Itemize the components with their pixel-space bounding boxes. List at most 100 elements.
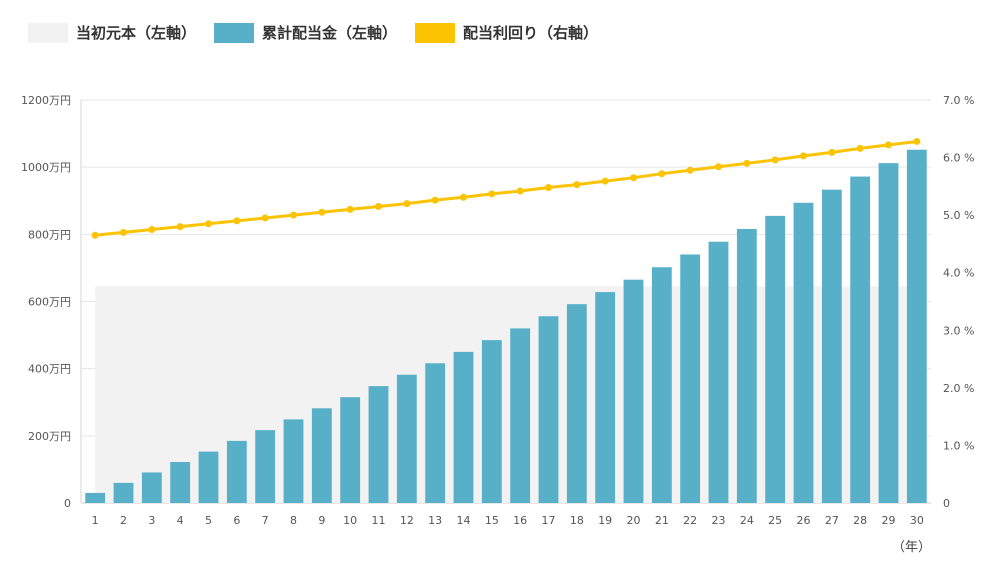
y-left-tick-label: 400万円 bbox=[28, 363, 71, 376]
dividend-bar bbox=[226, 440, 247, 503]
legend-label-dividend-yield: 配当利回り（右軸） bbox=[463, 24, 599, 42]
chart-legend: 当初元本（左軸） 累計配当金（左軸） 配当利回り（右軸） bbox=[28, 22, 598, 43]
yield-line bbox=[95, 139, 918, 237]
x-tick-label: 15 bbox=[485, 514, 499, 527]
dividend-bar bbox=[765, 215, 786, 504]
dividend-bar bbox=[906, 149, 927, 503]
yield-point bbox=[545, 184, 552, 192]
dividend-bar-layer bbox=[85, 149, 927, 504]
x-tick-label: 13 bbox=[428, 514, 442, 527]
y-right-tick-label: 2.0 % bbox=[943, 382, 974, 395]
yield-point bbox=[885, 141, 892, 149]
axis-layer: 0 200万円 400万円 600万円 800万円 1000万円 1200万円 0 1.0 % 2… bbox=[21, 94, 974, 555]
x-tick-label: 2 bbox=[120, 514, 127, 527]
yield-point bbox=[573, 181, 581, 189]
yield-point bbox=[290, 211, 297, 219]
x-tick-label: 6 bbox=[233, 514, 240, 527]
dividend-bar bbox=[566, 304, 587, 503]
x-tick-label: 10 bbox=[343, 514, 357, 527]
y-left-tick-label: 800万円 bbox=[28, 228, 71, 241]
legend-item-initial-principal[interactable]: 当初元本（左軸） bbox=[28, 22, 196, 43]
dividend-bar bbox=[425, 363, 446, 503]
yield-point bbox=[658, 170, 666, 178]
x-tick-label: 30 bbox=[910, 514, 924, 527]
yield-point bbox=[630, 174, 637, 182]
x-tick-label: 4 bbox=[177, 514, 184, 527]
x-tick-label: 19 bbox=[598, 514, 612, 527]
yield-point bbox=[856, 144, 864, 152]
yield-point bbox=[346, 205, 354, 213]
y-left-tick-label: 0 bbox=[64, 497, 71, 510]
x-tick-label: 5 bbox=[205, 514, 212, 527]
yield-point bbox=[913, 137, 921, 145]
y-right-tick-label: 6.0 % bbox=[943, 152, 974, 165]
legend-item-dividend-yield[interactable]: 配当利回り（右軸） bbox=[415, 22, 598, 43]
yield-point bbox=[403, 200, 411, 208]
yield-point bbox=[120, 228, 127, 236]
yield-point bbox=[516, 187, 524, 195]
yield-point bbox=[91, 231, 99, 239]
yield-point bbox=[233, 217, 241, 225]
dividend-bar bbox=[481, 340, 502, 503]
x-tick-label: 26 bbox=[797, 514, 811, 527]
dividend-bar bbox=[368, 386, 389, 503]
yield-point bbox=[176, 223, 184, 231]
dividend-bar bbox=[850, 176, 871, 503]
x-tick-label: 21 bbox=[655, 514, 669, 527]
legend-swatch-initial-principal bbox=[28, 22, 68, 43]
y-left-tick-label: 600万円 bbox=[28, 296, 71, 309]
dividend-bar bbox=[85, 492, 106, 503]
y-left-tick-label: 1000万円 bbox=[21, 161, 71, 174]
y-right-tick-label: 7.0 % bbox=[943, 94, 974, 107]
y-left-tick-label: 1200万円 bbox=[21, 94, 71, 107]
dividend-bar bbox=[595, 292, 616, 503]
y-right-tick-label: 1.0 % bbox=[943, 439, 974, 452]
yield-point bbox=[460, 193, 467, 201]
x-tick-label: 22 bbox=[683, 514, 697, 527]
yield-point bbox=[148, 226, 156, 234]
x-tick-label: 23 bbox=[712, 514, 726, 527]
dividend-bar bbox=[113, 482, 134, 503]
dividend-bar bbox=[623, 279, 644, 503]
x-tick-label: 18 bbox=[570, 514, 584, 527]
yield-point bbox=[743, 159, 751, 167]
dividend-bar bbox=[170, 462, 191, 503]
yield-point bbox=[488, 190, 496, 198]
dividend-bar bbox=[198, 451, 219, 503]
y-right-tick-label: 0 bbox=[943, 497, 950, 510]
legend-item-cumulative-dividend[interactable]: 累計配当金（左軸） bbox=[214, 22, 397, 43]
yield-point bbox=[261, 214, 269, 222]
x-tick-label: 3 bbox=[148, 514, 155, 527]
x-tick-label: 7 bbox=[262, 514, 269, 527]
yield-point bbox=[800, 152, 807, 160]
x-tick-label: 25 bbox=[768, 514, 782, 527]
y-right-tick-label: 5.0 % bbox=[943, 209, 974, 222]
dividend-bar bbox=[396, 374, 417, 503]
x-tick-label: 16 bbox=[513, 514, 527, 527]
yield-point bbox=[318, 208, 326, 216]
dividend-bar bbox=[255, 430, 276, 503]
yield-line-layer bbox=[91, 137, 921, 239]
legend-label-cumulative-dividend: 累計配当金（左軸） bbox=[262, 24, 398, 42]
yield-point bbox=[205, 220, 212, 228]
x-tick-label: 27 bbox=[825, 514, 839, 527]
yield-point bbox=[375, 203, 382, 211]
x-tick-label: 20 bbox=[627, 514, 641, 527]
x-tick-label: 17 bbox=[542, 514, 556, 527]
legend-swatch-cumulative-dividend bbox=[214, 22, 255, 43]
yield-point bbox=[431, 196, 439, 204]
x-tick-label: 12 bbox=[400, 514, 414, 527]
dividend-bar bbox=[680, 254, 701, 503]
dividend-bar bbox=[538, 316, 559, 503]
y-left-tick-label: 200万円 bbox=[28, 430, 71, 443]
x-tick-label: 29 bbox=[882, 514, 896, 527]
yield-point bbox=[828, 148, 836, 156]
dividend-bar bbox=[821, 189, 842, 504]
x-unit-label: （年） bbox=[892, 540, 931, 555]
dividend-bar bbox=[878, 163, 899, 504]
y-right-tick-label: 4.0 % bbox=[943, 267, 974, 280]
x-tick-label: 24 bbox=[740, 514, 754, 527]
dividend-bar bbox=[510, 328, 531, 503]
x-tick-label: 11 bbox=[372, 514, 386, 527]
